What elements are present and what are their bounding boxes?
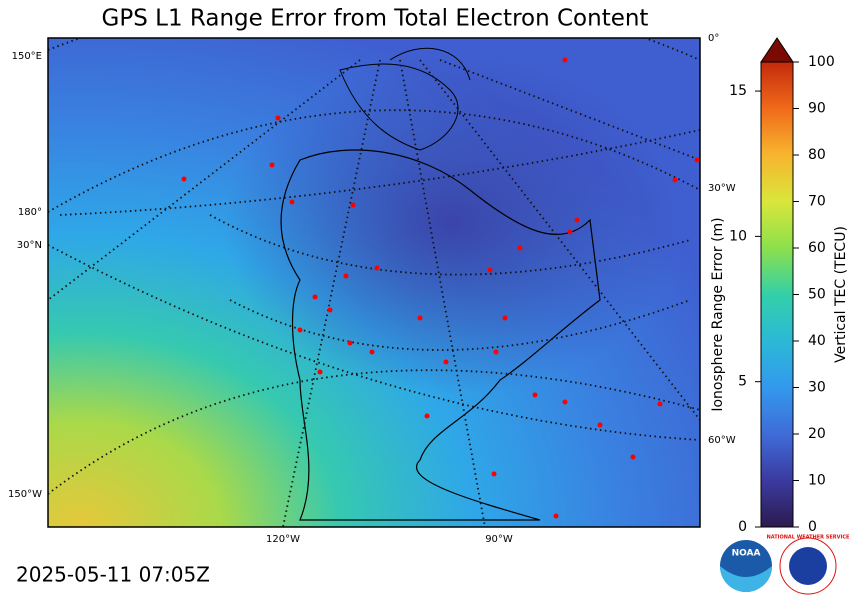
- grid-label: 30°W: [708, 183, 736, 194]
- tick-label: 100: [808, 54, 835, 70]
- grid-labels: 150°E 180° 30°N 150°W 0° 30°W 60°W 120°W…: [8, 33, 736, 545]
- tick-label: 80: [808, 147, 826, 163]
- tick-label: 60: [808, 240, 826, 256]
- nws-text: NATIONAL WEATHER SERVICE: [767, 535, 850, 541]
- title: GPS L1 Range Error from Total Electron C…: [102, 6, 649, 32]
- tick-label: 10: [729, 228, 747, 244]
- axis-label: Vertical TEC (TECU): [833, 226, 849, 363]
- colorbar-extend: [760, 37, 794, 63]
- noaa-logo: NOAA: [720, 540, 772, 592]
- grid-label: 30°N: [17, 240, 42, 251]
- nws-logo: NATIONAL WEATHER SERVICE: [767, 535, 850, 595]
- tick-label: 50: [808, 287, 826, 303]
- coastline: [280, 149, 601, 521]
- grid-label: 120°W: [266, 534, 300, 545]
- map-frame: [47, 37, 701, 528]
- tick-label: 20: [808, 426, 826, 442]
- tick-label: 5: [738, 374, 747, 390]
- grid-label: 60°W: [708, 435, 736, 446]
- axis-label: Ionosphere Range Error (m): [710, 217, 726, 411]
- noaa-text: NOAA: [732, 549, 761, 559]
- grid-label: 150°W: [8, 489, 42, 500]
- grid-label: 90°W: [485, 534, 513, 545]
- tec-low: [48, 38, 700, 527]
- tick-label: 30: [808, 380, 826, 396]
- timestamp: 2025-05-11 07:05Z: [16, 563, 210, 587]
- tick-label: 15: [729, 83, 747, 99]
- tick-label: 10: [808, 473, 826, 489]
- tick-label: 70: [808, 194, 826, 210]
- tick-label: 0: [808, 519, 817, 535]
- map: [48, 38, 700, 527]
- graticule: [59, 129, 700, 216]
- grid-label: 0°: [708, 33, 719, 44]
- stations: [181, 57, 700, 519]
- tick-label: 40: [808, 333, 826, 349]
- tick-label: 90: [808, 101, 826, 117]
- coastline: [339, 47, 471, 151]
- colorbar: 0 10 20 30 40 50 60 70 80 90 100 0 5 10 15 Vertical TEC…: [710, 37, 849, 535]
- grid-label: 180°: [18, 207, 42, 218]
- colorbar-fill: [760, 61, 794, 528]
- grid-label: 150°E: [12, 51, 42, 62]
- tick-label: 0: [738, 519, 747, 535]
